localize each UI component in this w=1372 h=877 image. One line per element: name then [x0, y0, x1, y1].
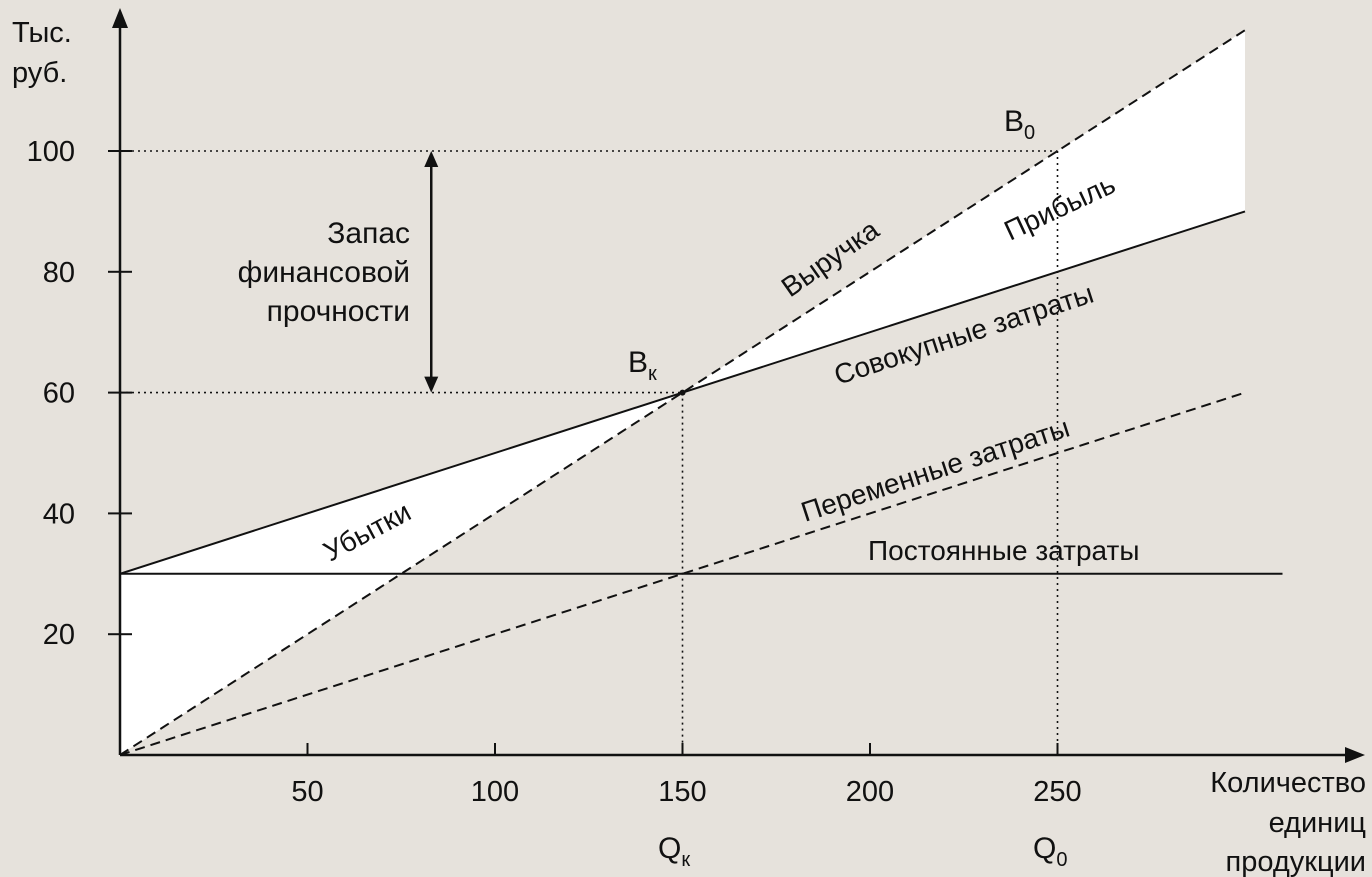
break-even-point-label: Bк	[628, 346, 657, 385]
y-axis-arrow	[112, 8, 128, 28]
safety-margin-label-line-2: финансовой	[238, 256, 410, 289]
x-axis-arrow	[1345, 747, 1365, 763]
y-axis-title-line-2: руб.	[12, 57, 67, 89]
safety-margin-label-line-1: Запас	[327, 217, 410, 250]
point-labels: Bк B0 Qк Q0	[628, 105, 1067, 871]
y-tick-label-60: 60	[43, 378, 75, 410]
y-tick-label-40: 40	[43, 498, 75, 530]
safety-margin-label-line-3: прочности	[267, 295, 410, 328]
safety-margin-arrow-top	[424, 151, 439, 167]
variable-costs-line	[119, 391, 1246, 756]
y-tick-label-80: 80	[43, 257, 75, 289]
x-tick-label-200: 200	[846, 776, 894, 808]
y-tick-label-20: 20	[43, 619, 75, 651]
x-tick-label-150: 150	[658, 776, 706, 808]
safety-margin-arrow-bottom	[424, 376, 439, 393]
x-axis-title-line-1: Количество	[1210, 767, 1366, 799]
x-axis-title-line-3: продукции	[1226, 846, 1366, 877]
break-even-point	[679, 389, 686, 396]
series-label-variable-costs: Переменные затраты	[797, 412, 1073, 528]
x-ticks: 50 100 150 200 250	[291, 743, 1082, 808]
y-tick-label-100: 100	[27, 136, 75, 168]
break-even-quantity-label: Qк	[658, 832, 690, 871]
x-tick-label-100: 100	[471, 776, 519, 808]
plan-quantity-label: Q0	[1033, 832, 1067, 871]
safety-margin: Запас финансовой прочности	[238, 151, 439, 393]
axis-titles: Тыс. руб. Количество единиц продукции	[12, 17, 1366, 877]
y-ticks: 20 40 60 80 100	[27, 136, 132, 651]
x-tick-label-50: 50	[291, 776, 323, 808]
series-label-fixed-costs: Постоянные затраты	[868, 535, 1139, 566]
plan-point-label: B0	[1004, 105, 1035, 144]
series-lines	[119, 29, 1283, 756]
x-tick-label-250: 250	[1033, 776, 1081, 808]
y-axis-title-line-1: Тыс.	[12, 17, 72, 49]
x-axis-title-line-2: единиц	[1269, 807, 1366, 839]
